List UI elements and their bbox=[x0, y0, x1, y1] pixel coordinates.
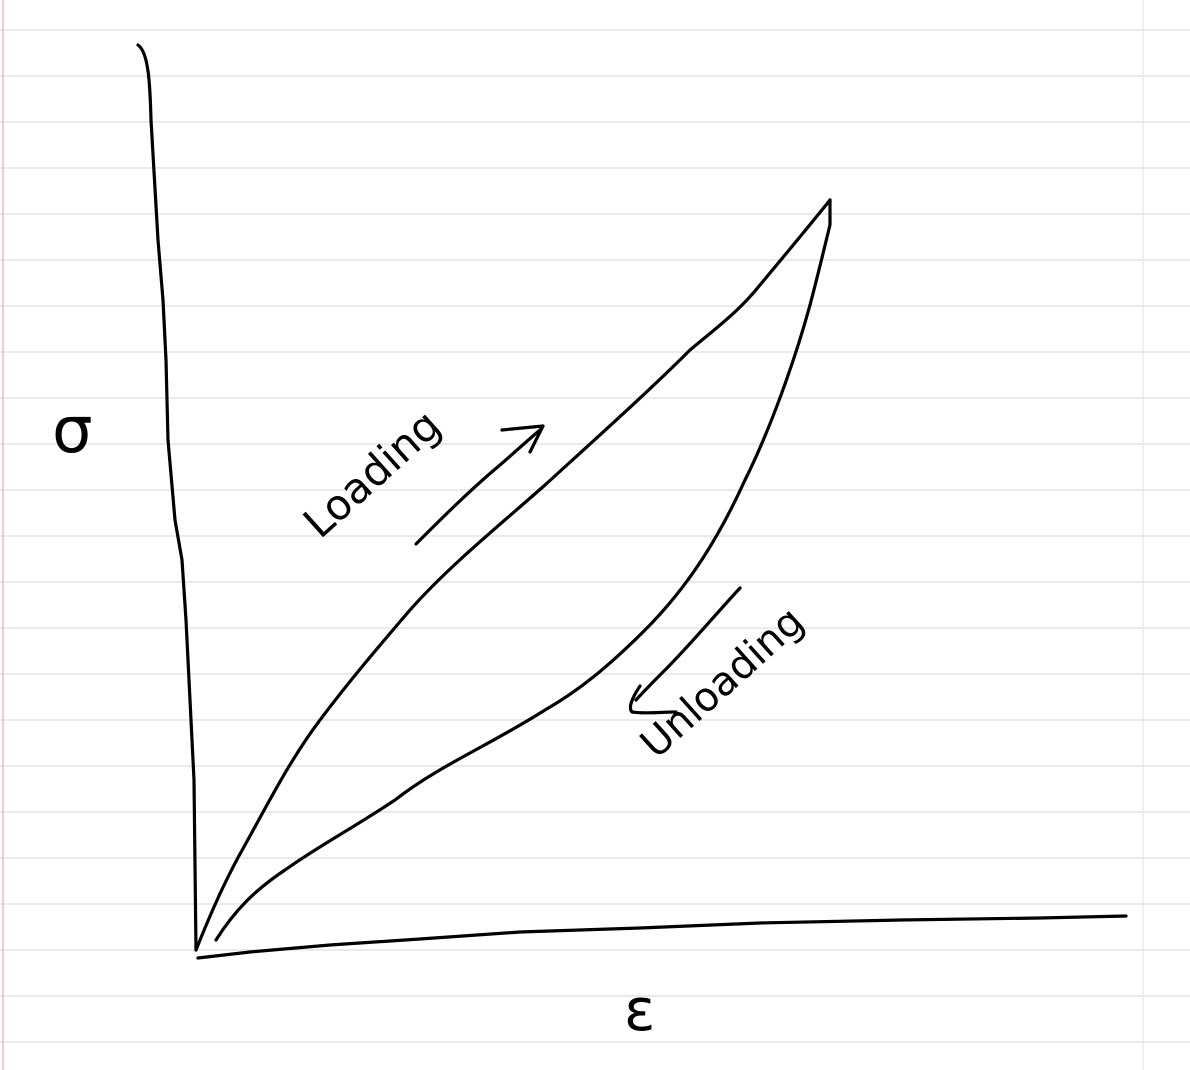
loading-arrow bbox=[414, 428, 542, 546]
y-axis-label: σ bbox=[52, 394, 93, 468]
unloading-arrow bbox=[634, 586, 742, 702]
x-axis bbox=[196, 914, 1128, 960]
unloading-arrowhead bbox=[628, 684, 678, 715]
y-axis bbox=[136, 43, 198, 952]
loading-label: Loading bbox=[294, 400, 450, 547]
ruled-lines bbox=[0, 29, 1190, 1043]
unloading-curve bbox=[214, 198, 832, 942]
x-axis-label: ε bbox=[624, 976, 655, 1044]
loading-curve bbox=[194, 198, 832, 952]
loading-arrowhead bbox=[500, 424, 545, 454]
unloading-label: Unloading bbox=[632, 598, 813, 767]
